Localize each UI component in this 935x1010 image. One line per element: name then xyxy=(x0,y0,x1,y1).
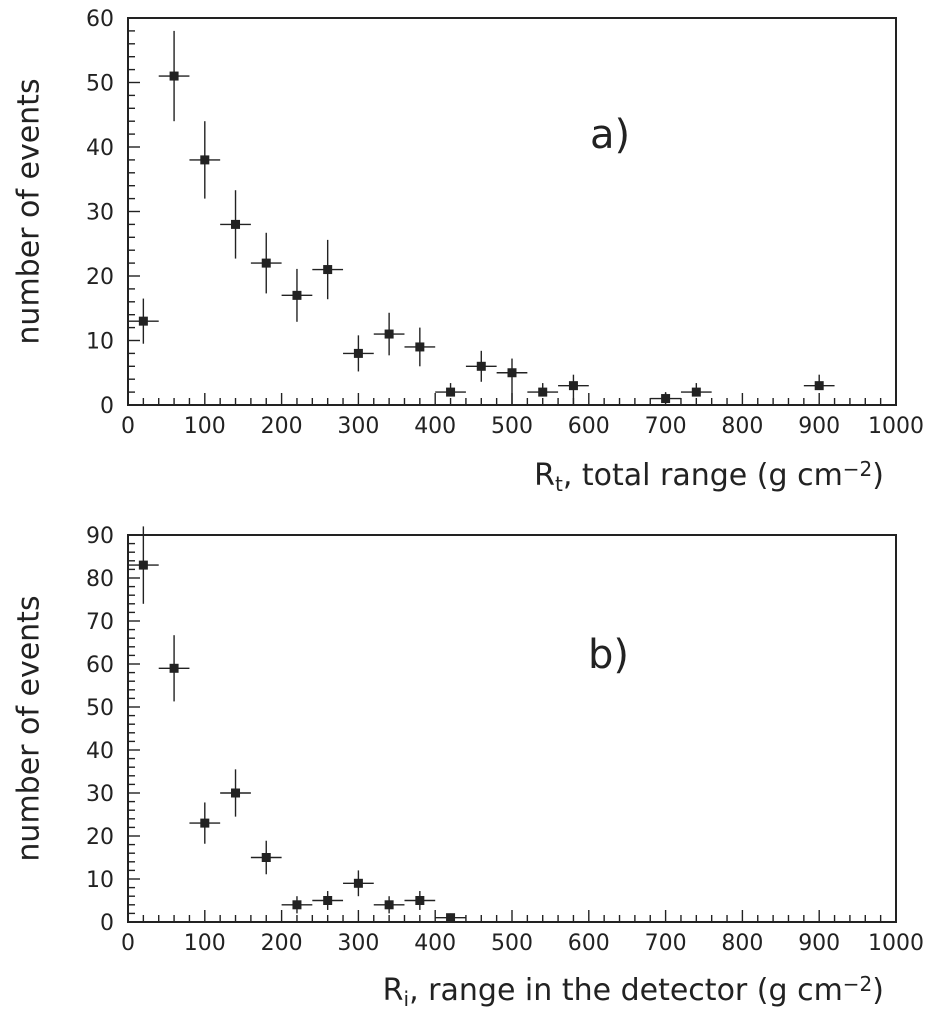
x-tick-label: 500 xyxy=(491,414,533,439)
data-point xyxy=(200,818,210,828)
y-tick-label: 80 xyxy=(86,567,114,592)
data-point xyxy=(353,348,363,358)
y-tick-label: 70 xyxy=(86,610,114,635)
data-point xyxy=(231,788,241,798)
data-point xyxy=(138,560,148,570)
y-tick-label: 40 xyxy=(86,739,114,764)
x-tick-label: 200 xyxy=(261,931,303,956)
x-tick-label: 800 xyxy=(721,414,763,439)
y-tick-label: 50 xyxy=(86,72,114,97)
data-point xyxy=(292,290,302,300)
x-tick-label: 400 xyxy=(414,931,456,956)
data-point xyxy=(231,219,241,229)
x-axis-title-text: , total range (g cm xyxy=(563,458,843,493)
y-tick-label: 50 xyxy=(86,696,114,721)
y-tick-label: 90 xyxy=(86,524,114,549)
x-tick-label: 1000 xyxy=(868,931,924,956)
x-tick-label: 100 xyxy=(184,931,226,956)
data-point xyxy=(691,387,701,397)
x-tick-label: 100 xyxy=(184,414,226,439)
x-tick-label: 500 xyxy=(491,931,533,956)
data-point xyxy=(261,853,271,862)
x-axis-title-superscript: −2 xyxy=(843,972,872,996)
data-point xyxy=(446,387,456,397)
x-tick-label: 300 xyxy=(337,931,379,956)
y-tick-label: 0 xyxy=(100,911,114,936)
data-point xyxy=(353,878,363,888)
x-axis-title-tail: ) xyxy=(872,458,884,493)
data-point xyxy=(476,361,486,371)
data-point xyxy=(384,329,394,339)
panel-b: 0 100 200 300 400 500 600 700 800 900 1000 0 10 20 30 4… xyxy=(12,524,925,1010)
x-tick-label: 900 xyxy=(798,931,840,956)
x-axis-title-symbol: R xyxy=(534,458,555,493)
panel-a: 0 100 200 300 400 500 600 700 800 900 1000 0 10 20 30 4… xyxy=(12,7,925,496)
data-point xyxy=(415,342,425,352)
x-axis-title-symbol: R xyxy=(383,973,404,1008)
data-point xyxy=(661,394,671,404)
panel-label: a) xyxy=(590,112,630,158)
data-point xyxy=(568,381,578,391)
x-tick-label: 800 xyxy=(721,931,763,956)
x-axis-title-subscript: i xyxy=(404,987,410,1010)
x-axis-title-superscript: −2 xyxy=(843,457,872,481)
data-point xyxy=(169,71,179,81)
x-tick-label: 300 xyxy=(337,414,379,439)
y-tick-label: 20 xyxy=(86,825,114,850)
x-tick-label: 0 xyxy=(121,931,135,956)
data-point xyxy=(507,368,517,378)
plot-frame xyxy=(127,534,897,923)
y-tick-label: 30 xyxy=(86,782,114,807)
x-tick-label: 700 xyxy=(645,414,687,439)
x-tick-label: 200 xyxy=(261,414,303,439)
x-tick-label: 400 xyxy=(414,414,456,439)
data-point xyxy=(323,896,333,905)
data-point xyxy=(169,663,179,673)
data-point xyxy=(138,316,148,326)
data-point xyxy=(292,900,302,910)
data-point xyxy=(446,913,456,923)
y-tick-label: 60 xyxy=(86,653,114,678)
data-point xyxy=(261,258,271,268)
x-axis-title-subscript: t xyxy=(555,472,563,496)
data-point xyxy=(384,900,394,910)
x-tick-label: 900 xyxy=(798,414,840,439)
plot-frame xyxy=(127,17,897,406)
y-tick-label: 40 xyxy=(86,136,114,161)
x-axis-title: Rt, total range (g cm−2) xyxy=(534,457,884,496)
panel-label: b) xyxy=(588,632,629,678)
y-axis-title: number of events xyxy=(12,595,47,861)
data-point xyxy=(415,896,425,905)
y-tick-label: 20 xyxy=(86,265,114,290)
x-tick-label: 700 xyxy=(645,931,687,956)
x-axis-title: Ri, range in the detector (g cm−2) xyxy=(383,972,884,1010)
x-tick-label: 1000 xyxy=(868,414,924,439)
data-point xyxy=(538,387,548,397)
y-tick-label: 30 xyxy=(86,201,114,226)
x-tick-label: 600 xyxy=(568,931,610,956)
data-point xyxy=(323,265,333,275)
data-point xyxy=(200,155,210,165)
x-tick-label: 600 xyxy=(568,414,610,439)
y-tick-label: 60 xyxy=(86,7,114,32)
y-axis-title: number of events xyxy=(12,78,47,344)
y-tick-label: 10 xyxy=(86,868,114,893)
x-axis-title-tail: ) xyxy=(872,973,884,1008)
x-tick-label: 0 xyxy=(121,414,135,439)
data-point xyxy=(814,381,824,391)
y-tick-label: 10 xyxy=(86,330,114,355)
y-tick-label: 0 xyxy=(100,394,114,419)
x-axis-title-text: , range in the detector (g cm xyxy=(409,973,843,1008)
